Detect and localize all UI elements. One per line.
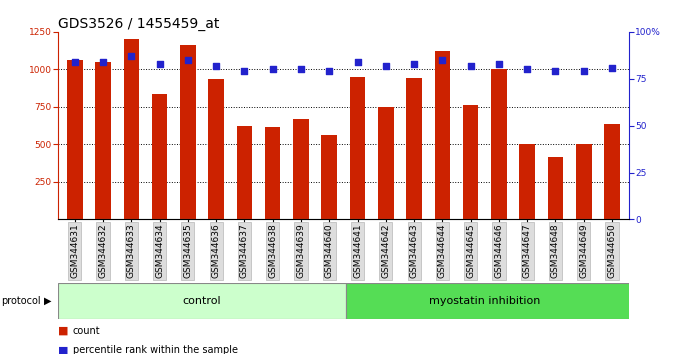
Point bbox=[607, 65, 617, 70]
Point bbox=[211, 63, 222, 68]
Point bbox=[69, 59, 80, 65]
Text: ■: ■ bbox=[58, 345, 68, 354]
Point bbox=[578, 68, 589, 74]
Point bbox=[380, 63, 391, 68]
Text: percentile rank within the sample: percentile rank within the sample bbox=[73, 345, 238, 354]
Bar bbox=[576, 144, 592, 219]
Point bbox=[126, 53, 137, 59]
Point bbox=[296, 67, 307, 72]
Bar bbox=[520, 144, 535, 219]
Bar bbox=[350, 77, 365, 219]
Point bbox=[494, 61, 505, 67]
Bar bbox=[407, 78, 422, 219]
Bar bbox=[322, 136, 337, 219]
Bar bbox=[491, 69, 507, 219]
Bar bbox=[208, 79, 224, 219]
Text: myostatin inhibition: myostatin inhibition bbox=[429, 296, 541, 306]
Point bbox=[465, 63, 476, 68]
Bar bbox=[605, 124, 619, 219]
Text: ■: ■ bbox=[58, 326, 68, 336]
Bar bbox=[346, 283, 634, 319]
Point bbox=[98, 59, 109, 65]
Text: GDS3526 / 1455459_at: GDS3526 / 1455459_at bbox=[58, 17, 219, 31]
Text: protocol: protocol bbox=[1, 296, 41, 306]
Text: count: count bbox=[73, 326, 101, 336]
Text: ▶: ▶ bbox=[44, 296, 51, 306]
Point bbox=[267, 67, 278, 72]
Bar bbox=[547, 157, 563, 219]
Point bbox=[550, 68, 561, 74]
Bar bbox=[180, 45, 196, 219]
Bar bbox=[124, 39, 139, 219]
Bar bbox=[95, 62, 111, 219]
Bar bbox=[435, 51, 450, 219]
Bar bbox=[463, 105, 479, 219]
Bar bbox=[237, 126, 252, 219]
Point bbox=[352, 59, 363, 65]
Bar bbox=[378, 107, 394, 219]
Point bbox=[522, 67, 532, 72]
Point bbox=[324, 68, 335, 74]
Bar bbox=[265, 127, 280, 219]
Bar bbox=[152, 94, 167, 219]
Point bbox=[154, 61, 165, 67]
Point bbox=[437, 57, 448, 63]
Text: control: control bbox=[183, 296, 221, 306]
Point bbox=[409, 61, 420, 67]
Bar bbox=[67, 59, 82, 219]
Point bbox=[182, 57, 193, 63]
Bar bbox=[58, 283, 346, 319]
Point bbox=[239, 68, 250, 74]
Bar bbox=[293, 119, 309, 219]
